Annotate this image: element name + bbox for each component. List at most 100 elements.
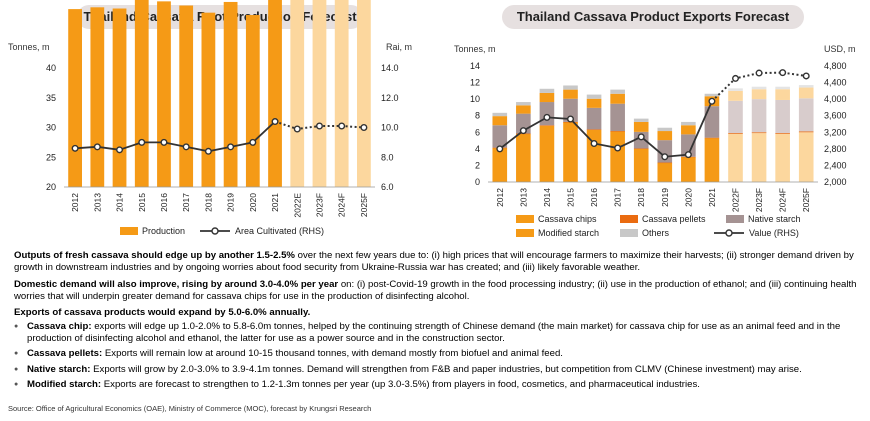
x-tick-label: 2020 <box>248 193 258 212</box>
x-tick-label: 2021 <box>707 188 717 207</box>
legend-label: Cassava chips <box>538 214 597 224</box>
bar <box>798 85 814 88</box>
bar <box>157 1 171 187</box>
bar <box>312 0 327 187</box>
bar <box>334 0 349 188</box>
paragraph-exports: Exports of cassava products would expand… <box>14 307 860 319</box>
bar <box>775 86 790 90</box>
y2-tick-label: 2,800 <box>824 144 847 154</box>
y2-tick-label: 3,200 <box>824 127 847 137</box>
line-point <box>661 153 669 161</box>
legend-swatch <box>516 215 534 223</box>
y2-tick-label: 6.0 <box>381 182 394 192</box>
right-chart: 0 2 4 6 8 10 12 14 2,000 2,400 2,800 3,200 3,600 4,00… <box>470 61 847 212</box>
paragraph-production: Outputs of fresh cassava should edge up … <box>14 250 860 274</box>
y2-tick-label: 8.0 <box>381 152 394 162</box>
x-tick-label: 2018 <box>636 188 646 207</box>
bar <box>633 148 649 150</box>
bar <box>728 133 743 134</box>
x-tick-label: 2014 <box>542 188 552 207</box>
y2-tick-label: 3,600 <box>824 111 847 121</box>
right-y2-unit: USD, m <box>824 44 856 54</box>
line-point <box>338 122 346 130</box>
bar <box>657 162 673 182</box>
x-tick-label: 2024F <box>337 193 347 217</box>
bar <box>563 122 578 182</box>
line-point <box>160 138 168 146</box>
y-tick-label: 4 <box>475 144 480 154</box>
line-point <box>614 144 622 152</box>
bar <box>751 99 767 133</box>
x-tick-label: 2014 <box>115 193 125 212</box>
line-point <box>519 127 527 135</box>
bar <box>516 133 531 182</box>
x-tick-label: 2022F <box>731 188 741 212</box>
line-point <box>496 145 504 153</box>
bar <box>610 131 625 132</box>
y2-tick-label: 4,800 <box>824 61 847 71</box>
bar <box>704 106 720 138</box>
bar <box>633 148 649 182</box>
bar <box>681 121 696 126</box>
bar <box>610 103 625 132</box>
x-tick-label: 2015 <box>137 193 147 212</box>
y2-tick-label: 14.0 <box>381 63 399 73</box>
legend-swatch <box>620 215 638 223</box>
bar <box>775 99 790 134</box>
y-tick-label: 35 <box>46 93 56 103</box>
y-tick-label: 12 <box>470 78 480 88</box>
legend-label: Native starch <box>748 214 801 224</box>
paragraph-production-lead: Outputs of fresh cassava should edge up … <box>14 250 295 261</box>
line-point <box>567 115 575 123</box>
right-legend: Cassava chips Cassava pellets Native starc… <box>516 214 801 238</box>
y-tick-label: 14 <box>470 61 480 71</box>
right-y-unit: Tonnes, m <box>454 44 496 54</box>
bar <box>516 102 531 106</box>
paragraph-production-body: over the next few years due to: (i) high… <box>14 250 854 274</box>
left-chart: 20 25 30 35 40 6.0 8.0 10.0 12.0 14.0 2012 2013 2014… <box>46 0 399 218</box>
bar <box>357 0 371 187</box>
bar <box>610 131 625 182</box>
legend-label: Value (RHS) <box>749 228 799 238</box>
charts-canvas: Tonnes, m Rai, m Tonnes, m USD, m 202530… <box>8 0 856 238</box>
bar <box>798 132 814 182</box>
x-tick-label: 2020 <box>683 188 693 207</box>
x-tick-label: 2023F <box>314 193 324 217</box>
line-point <box>93 143 101 151</box>
line-point <box>71 144 79 152</box>
bullet-cassava-chip: Cassava chip: exports will edge up 1.0-2… <box>14 321 860 345</box>
bar <box>728 100 743 134</box>
source-note: Source: Office of Agricultural Economics… <box>8 404 372 413</box>
bullet-text: Exports are forecast to strengthen to 1.… <box>101 378 700 390</box>
bar <box>657 162 673 164</box>
bar <box>751 89 767 100</box>
line-point <box>684 151 692 159</box>
bar <box>775 133 790 134</box>
x-tick-label: 2025F <box>801 188 811 212</box>
bar <box>586 129 602 182</box>
y-tick-label: 40 <box>46 63 56 73</box>
bullet-text: Exports will grow by 2.0-3.0% to 3.9-4.1… <box>90 363 802 375</box>
bar <box>728 90 743 101</box>
bar <box>681 134 696 157</box>
paragraph-domestic-lead: Domestic demand will also improve, risin… <box>14 279 339 290</box>
bar <box>751 133 767 182</box>
y-tick-label: 6 <box>475 127 480 137</box>
y-tick-label: 25 <box>46 152 56 162</box>
bar <box>704 137 720 139</box>
paragraph-domestic: Domestic demand will also improve, risin… <box>14 279 860 303</box>
bar <box>112 8 127 187</box>
x-tick-label: 2025F <box>359 193 369 217</box>
bullet-label: Modified starch: <box>27 378 102 390</box>
bar <box>179 5 194 188</box>
bullet-native-starch: Native starch: Exports will grow by 2.0-… <box>14 364 860 376</box>
x-tick-label: 2021 <box>270 193 280 212</box>
legend-label: Cassava pellets <box>642 214 706 224</box>
export-bullets: Cassava chip: exports will edge up 1.0-2… <box>14 321 860 394</box>
bar <box>633 121 649 132</box>
line-point <box>293 125 301 133</box>
bar <box>586 98 602 108</box>
x-tick-label: 2019 <box>226 193 236 212</box>
bar <box>563 85 578 90</box>
bar <box>586 107 602 130</box>
